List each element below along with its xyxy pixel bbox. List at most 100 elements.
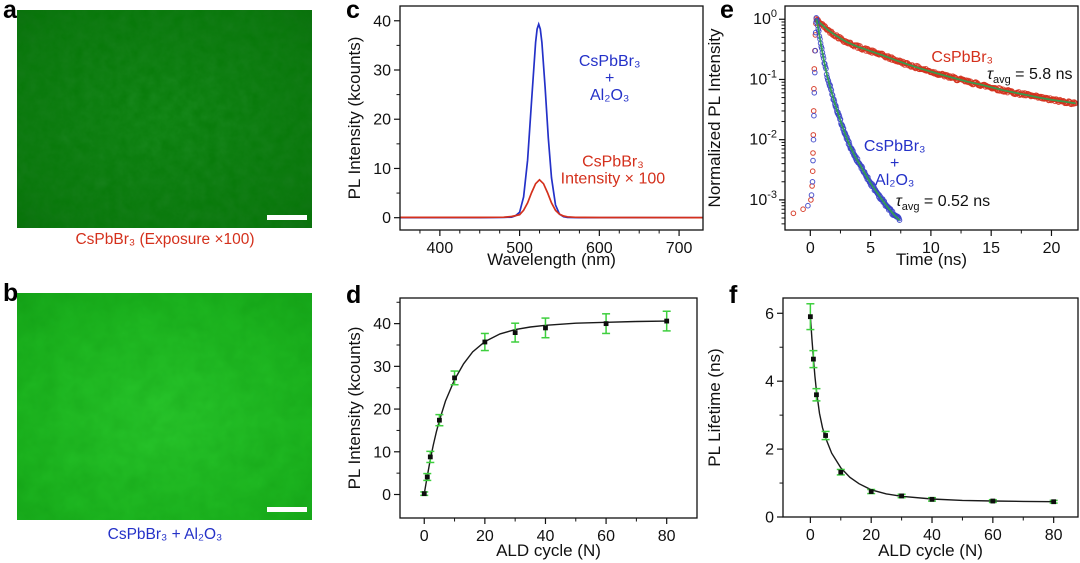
series-group (420, 310, 671, 497)
annotation: CsPbBr₃ (582, 154, 644, 171)
data-point (814, 392, 819, 398)
data-point (1051, 499, 1057, 505)
fit-line (815, 18, 1076, 105)
plot-frame (399, 297, 698, 519)
chart-pl-lifetime-vs-ald: 0 20 40 60 80 0 2 4 6 ALD cycle (N) PL Lifetime (n… (705, 297, 1079, 560)
data-point (838, 469, 844, 475)
fit-line (815, 19, 901, 221)
data-point (899, 493, 905, 499)
svg-text:4: 4 (765, 374, 774, 391)
annotation: Intensity × 100 (561, 171, 666, 188)
micrograph-cspbbr3 (17, 10, 312, 228)
svg-text:10-3: 10-3 (749, 189, 777, 209)
y-axis-label: PL Lifetime (ns) (705, 348, 724, 466)
svg-text:20: 20 (476, 528, 494, 545)
fit-line (809, 316, 1054, 503)
svg-text:400: 400 (427, 240, 454, 257)
x-axis: 400 500 600 700 (419, 230, 693, 257)
panel-letter-e: e (720, 0, 734, 24)
svg-text:10: 10 (373, 444, 391, 461)
annotation: τavg = 5.8 ns (987, 66, 1073, 86)
y-axis: 0 2 4 6 (765, 306, 783, 527)
micrograph-cspbbr3-al2o3 (17, 293, 312, 520)
svg-text:700: 700 (666, 240, 693, 257)
data-point (603, 321, 609, 327)
caption-panel-a: CsPbBr₃ (Exposure ×100) (75, 231, 255, 248)
scatter-series (805, 14, 903, 223)
data-point (421, 491, 427, 497)
scatter-series (790, 16, 1079, 217)
scatter-series (420, 310, 671, 497)
svg-text:0: 0 (806, 240, 815, 257)
svg-text:40: 40 (537, 528, 555, 545)
annotation: CsPbBr₃ (864, 138, 926, 155)
svg-text:20: 20 (1043, 240, 1061, 257)
data-point (424, 474, 430, 480)
panel-letter-c: c (346, 0, 360, 24)
series-group (790, 14, 1079, 223)
svg-text:10-1: 10-1 (749, 68, 777, 88)
panel-letter-a: a (3, 0, 17, 24)
series-group (400, 21, 704, 219)
svg-text:10-2: 10-2 (749, 129, 777, 149)
svg-text:40: 40 (373, 316, 391, 333)
data-point (543, 325, 548, 331)
x-axis-label: ALD cycle (N) (496, 541, 601, 560)
y-axis: 0 10 20 30 40 (373, 13, 400, 227)
data-point (512, 330, 518, 336)
annotation: + (605, 70, 614, 87)
svg-text:5: 5 (866, 240, 875, 257)
svg-text:40: 40 (923, 527, 941, 544)
svg-text:0: 0 (806, 527, 815, 544)
y-axis-label: PL Intensity (kcounts) (345, 37, 364, 200)
svg-text:10: 10 (373, 161, 391, 178)
series-group (806, 303, 1058, 505)
x-axis: 0 5 10 15 20 (806, 230, 1061, 257)
data-point (868, 489, 874, 494)
scatter-series (806, 303, 1058, 505)
fit-line (423, 320, 667, 495)
chart-pl-spectrum: 400 500 600 700 0 10 20 30 40 Wavelength (nm) PL I… (345, 5, 704, 269)
x-axis-label: Time (ns) (896, 250, 967, 269)
micrograph-b-grain (17, 293, 312, 520)
panel-letter-f: f (729, 281, 738, 309)
svg-text:15: 15 (982, 240, 1000, 257)
svg-text:80: 80 (1045, 527, 1063, 544)
chart-pl-decay: 0 5 10 15 20 100 10-1 10-2 10-3 Time (ns) Normaliz… (705, 5, 1079, 269)
x-axis: 0 20 40 60 80 (420, 518, 676, 545)
data-point (929, 496, 935, 502)
svg-text:30: 30 (373, 63, 391, 80)
svg-text:30: 30 (373, 359, 391, 376)
svg-text:500: 500 (506, 240, 533, 257)
data-point (823, 433, 828, 438)
svg-text:0: 0 (382, 210, 391, 227)
data-point (482, 339, 488, 345)
y-axis: 100 10-1 10-2 10-3 (749, 8, 785, 225)
line-series (400, 178, 704, 219)
annotation: + (890, 155, 899, 172)
svg-text:60: 60 (597, 528, 615, 545)
data-point (427, 454, 433, 460)
x-axis-label: Wavelength (nm) (487, 250, 616, 269)
svg-text:0: 0 (765, 510, 774, 527)
svg-text:10: 10 (922, 240, 940, 257)
svg-text:6: 6 (765, 306, 774, 323)
svg-text:60: 60 (984, 527, 1002, 544)
data-point (664, 318, 670, 324)
data-point (452, 375, 457, 381)
svg-text:20: 20 (862, 527, 880, 544)
plot-frame (784, 5, 1079, 231)
data-point (436, 417, 442, 423)
panel-letter-d: d (346, 281, 362, 309)
x-axis-label: ALD cycle (N) (878, 541, 983, 560)
x-axis: 0 20 40 60 80 (806, 517, 1063, 544)
scale-bar (267, 507, 307, 512)
annotation: Al₂O₃ (875, 172, 914, 189)
svg-text:600: 600 (586, 240, 613, 257)
y-axis-label: Normalized PL Intensity (705, 28, 724, 207)
svg-text:100: 100 (753, 8, 777, 28)
annotation: CsPbBr₃ (931, 49, 993, 66)
data-point (811, 356, 816, 362)
plot-frame (399, 5, 704, 231)
y-axis: 0 10 20 30 40 (373, 301, 400, 504)
